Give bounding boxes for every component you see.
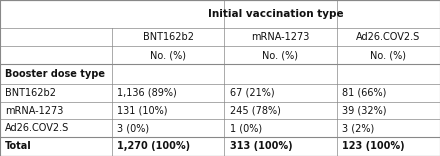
Text: 313 (100%): 313 (100%) [230,141,292,151]
Text: BNT162b2: BNT162b2 [5,88,56,98]
Text: No. (%): No. (%) [370,50,406,60]
Text: 3 (0%): 3 (0%) [117,123,150,133]
Text: 39 (32%): 39 (32%) [342,105,386,115]
Text: 1,136 (89%): 1,136 (89%) [117,88,177,98]
Text: BNT162b2: BNT162b2 [143,32,194,42]
Text: 67 (21%): 67 (21%) [230,88,274,98]
Text: 1,270 (100%): 1,270 (100%) [117,141,191,151]
Text: No. (%): No. (%) [263,50,298,60]
Text: Total: Total [5,141,32,151]
Text: Booster dose type: Booster dose type [5,69,105,79]
Text: 1 (0%): 1 (0%) [230,123,262,133]
Text: 123 (100%): 123 (100%) [342,141,404,151]
Text: 131 (10%): 131 (10%) [117,105,168,115]
Text: No. (%): No. (%) [150,50,186,60]
Text: Ad26.COV2.S: Ad26.COV2.S [5,123,70,133]
Text: 245 (78%): 245 (78%) [230,105,281,115]
Text: 81 (66%): 81 (66%) [342,88,386,98]
Text: Initial vaccination type: Initial vaccination type [208,9,344,19]
Text: mRNA-1273: mRNA-1273 [251,32,310,42]
Text: Ad26.COV2.S: Ad26.COV2.S [356,32,421,42]
Text: mRNA-1273: mRNA-1273 [5,105,64,115]
Text: 3 (2%): 3 (2%) [342,123,374,133]
